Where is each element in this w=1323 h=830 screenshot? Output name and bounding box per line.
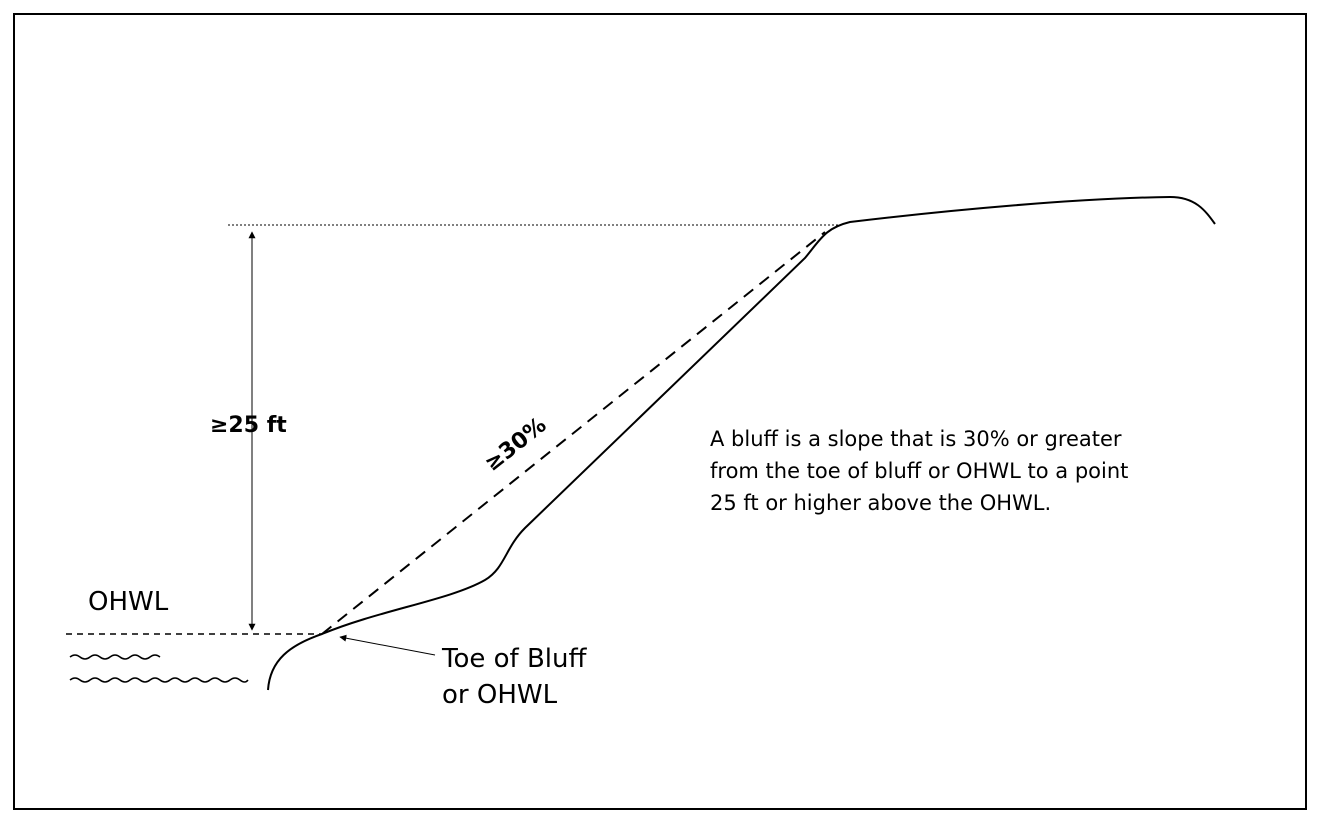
frame <box>13 13 1307 810</box>
toe-arrow <box>339 634 436 656</box>
water-wave <box>69 654 161 660</box>
description-line: A bluff is a slope that is 30% or greate… <box>710 427 1122 451</box>
slope-line <box>321 231 826 635</box>
ohwl-label: OHWL <box>88 587 169 617</box>
water-wave <box>69 677 249 683</box>
terrain-profile <box>267 195 1216 691</box>
description-line: 25 ft or higher above the OHWL. <box>710 491 1051 515</box>
description-line: from the toe of bluff or OHWL to a point <box>710 459 1128 483</box>
slope-label: ≥30% <box>480 413 551 477</box>
toe-label: or OHWL <box>442 680 558 710</box>
height-label: ≥25 ft <box>210 413 287 438</box>
toe-label: Toe of Bluff <box>441 644 587 674</box>
